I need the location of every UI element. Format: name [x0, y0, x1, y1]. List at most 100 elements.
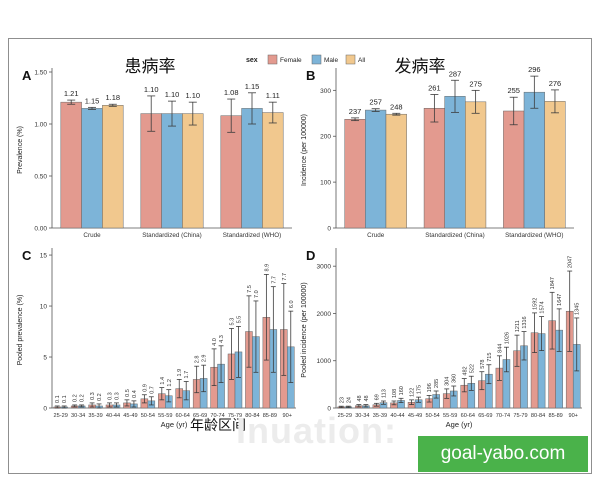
panel-a-data-label: 1.15 [245, 82, 260, 91]
panel-a-y-axis-label: Prevalence (%) [17, 126, 24, 174]
panel-c-data-label: 2.8 [195, 356, 201, 364]
panel-c-x-tick-label: 30-34 [71, 413, 85, 419]
panel-c-data-label: 7.5 [247, 285, 253, 293]
panel-d-data-label: 285 [434, 379, 440, 388]
panel-d-data-label: 48 [364, 395, 370, 401]
panel-c-x-tick-label: 50-54 [141, 413, 155, 419]
panel-c-x-tick-label: 65-69 [193, 413, 207, 419]
panel-c-x-tick-label: 25-29 [54, 413, 68, 419]
panel-d-y-tick-label: 2000 [317, 311, 332, 318]
panel-c-data-label: 0.7 [149, 386, 155, 394]
panel-c-x-tick-label: 85-89 [263, 413, 277, 419]
panel-d-x-tick-label: 45-49 [408, 413, 422, 419]
panel-b-letter: B [306, 68, 315, 83]
panel-b-bar-female [344, 119, 366, 229]
panel-c-data-label: 0.1 [62, 395, 68, 403]
panel-d-x-tick-label: 60-64 [461, 413, 475, 419]
panel-b-y-axis-label: Incidence (per 100000) [301, 114, 308, 186]
panel-c-data-label: 7.7 [282, 273, 288, 281]
panel-b-data-label: 296 [528, 65, 541, 74]
panel-d-data-label: 304 [445, 377, 451, 386]
panel-c-data-label: 7.0 [254, 290, 260, 298]
panel-c-data-label: 1.2 [167, 379, 173, 387]
legend-swatch-all [345, 54, 356, 65]
panel-a-title: 患病率 [125, 57, 176, 77]
site-badge: goal-yabo.com [418, 436, 588, 472]
panel-d-x-axis-label: Age (yr) [446, 420, 473, 429]
panel-d-x-tick-label: 25-29 [338, 413, 352, 419]
panel-c-data-label: 0.3 [108, 392, 114, 400]
panel-d-x-tick-label: 35-39 [373, 413, 387, 419]
panel-c-y-axis-label: Pooled prevalence (%) [17, 295, 24, 366]
panel-b-y-tick-label: 100 [320, 180, 331, 187]
panel-d-data-label: 1345 [575, 303, 581, 315]
panel-a-data-label: 1.10 [165, 90, 180, 99]
panel-b-data-label: 255 [507, 86, 520, 95]
panel-d-x-tick-label: 40-44 [390, 413, 404, 419]
panel-b-bar-male [523, 91, 545, 229]
panel-d-data-label: 1026 [504, 332, 510, 344]
panel-d-data-label: 196 [427, 383, 433, 392]
panel-c-data-label: 0.9 [142, 384, 148, 392]
panel-b-data-label: 257 [369, 98, 382, 107]
panel-d-data-label: 113 [381, 389, 387, 398]
panel-c-data-label: 4.0 [212, 338, 218, 346]
panel-c-x-tick-label: 45-49 [123, 413, 137, 419]
panel-d-x-tick-label: 80-84 [531, 413, 545, 419]
panel-c-y-tick-label: 5 [43, 355, 47, 362]
panel-a-letter: A [22, 68, 32, 83]
panel-d-data-label: 23 [339, 397, 345, 403]
panel-d-data-label: 844 [497, 344, 503, 353]
panel-a-data-label: 1.10 [185, 91, 200, 100]
panel-c-data-label: 0.5 [125, 389, 131, 397]
panel-b-title: 发病率 [395, 57, 446, 77]
panel-a-y-tick-label: 1.50 [34, 70, 47, 77]
legend-label-all: All [358, 57, 366, 64]
panel-d-x-tick-label: 30-34 [355, 413, 369, 419]
panel-d-data-label: 175 [417, 385, 423, 394]
panel-c-y-tick-label: 10 [40, 304, 48, 311]
panel-a-x-tick-label: Standardized (WHO) [223, 232, 281, 239]
legend-swatch-female [267, 54, 278, 65]
panel-b-bar-female [503, 110, 525, 229]
panel-b-y-tick-label: 0 [327, 226, 331, 233]
legend-label-male: Male [324, 57, 338, 64]
panel-d-letter: D [306, 248, 315, 263]
panel-d-data-label: 1574 [540, 301, 546, 313]
panel-d-x-tick-label: 65-69 [478, 413, 492, 419]
panel-c-data-label: 5.5 [236, 316, 242, 324]
panel-d-x-tick-label: 50-54 [425, 413, 439, 419]
panel-c-y-tick-label: 15 [40, 253, 48, 260]
panel-d-data-label: 522 [469, 364, 475, 373]
panel-b-bar-male [444, 96, 466, 229]
panel-d-x-tick-label: 90+ [568, 413, 578, 419]
panel-a-x-tick-label: Crude [83, 232, 101, 239]
watermark-text: Inuation: [236, 410, 397, 451]
panel-c-data-label: 1.7 [184, 371, 190, 379]
panel-d-x-tick-label: 85-89 [548, 413, 562, 419]
x-axis-caption-cn: 年龄区间 [190, 418, 246, 434]
panel-c-x-tick-label: 90+ [283, 413, 293, 419]
panel-a-data-label: 1.15 [85, 96, 100, 105]
panel-c-data-label: 6.0 [289, 300, 295, 308]
panel-c-data-label: 0.3 [90, 392, 96, 400]
panel-b-y-tick-label: 300 [320, 88, 331, 95]
panel-b-bar-female [423, 107, 445, 229]
panel-c-data-label: 0.3 [114, 392, 120, 400]
panel-b-bar-male [365, 109, 387, 229]
panel-d-data-label: 69 [374, 394, 380, 400]
panel-c-letter: C [22, 248, 32, 263]
panel-d-data-label: 360 [452, 374, 458, 383]
panel-b-x-tick-label: Standardized (WHO) [505, 232, 563, 239]
panel-a-bar-male [241, 108, 263, 229]
panel-c-data-label: 1.9 [177, 369, 183, 377]
panel-d-data-label: 715 [487, 353, 493, 362]
panel-b-data-label: 237 [349, 107, 362, 116]
panel-c-data-label: 1.4 [160, 377, 166, 385]
panel-a-y-tick-label: 0.00 [34, 226, 47, 233]
panel-b-data-label: 261 [428, 83, 441, 92]
panel-d-data-label: 160 [399, 386, 405, 395]
panel-c-x-tick-label: 55-59 [158, 413, 172, 419]
panel-c-data-label: 2.9 [202, 355, 208, 363]
